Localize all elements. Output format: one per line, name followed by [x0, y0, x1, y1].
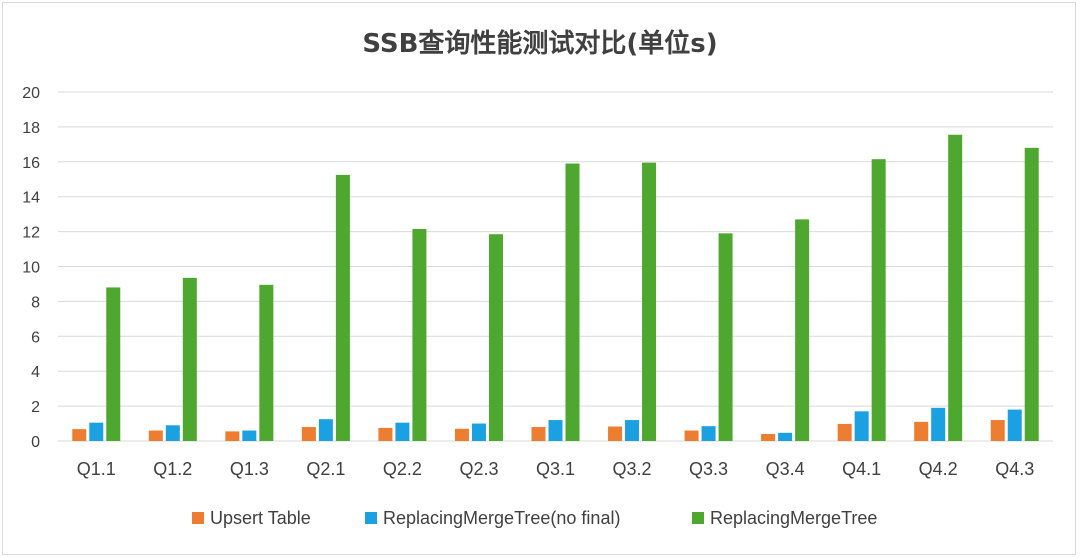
- bar: [106, 287, 121, 441]
- bars: [72, 134, 1039, 442]
- y-tick-label: 18: [22, 120, 40, 137]
- bar: [301, 427, 316, 441]
- x-tick-label: Q4.1: [842, 459, 881, 479]
- bar: [72, 429, 87, 441]
- bar: [378, 427, 393, 441]
- bar: [148, 430, 163, 441]
- y-tick-label: 8: [31, 294, 40, 311]
- bar: [318, 419, 333, 441]
- bar: [778, 432, 793, 441]
- bar: [225, 431, 240, 441]
- y-tick-label: 0: [31, 434, 40, 451]
- bar: [914, 421, 929, 441]
- legend-label: ReplacingMergeTree: [710, 508, 877, 528]
- bar: [548, 420, 563, 441]
- bar: [871, 159, 886, 441]
- x-tick-label: Q1.3: [230, 459, 269, 479]
- x-axis-ticks: Q1.1 Q1.2 Q1.3 Q2.1 Q2.2 Q2.3 Q3.1 Q3.2 Q3.3 Q3.4…: [77, 459, 1034, 479]
- y-tick-label: 2: [31, 399, 40, 416]
- y-axis-ticks: 0 2 4 6 8 10 12 14 16 18 20: [22, 85, 40, 451]
- bar: [931, 407, 946, 441]
- x-tick-label: Q2.3: [459, 459, 498, 479]
- bar: [488, 234, 503, 441]
- bar: [761, 434, 776, 441]
- bar: [89, 422, 104, 441]
- legend-swatch: [692, 512, 704, 524]
- bar: [471, 423, 486, 441]
- bar: [454, 428, 469, 441]
- x-tick-label: Q3.1: [536, 459, 575, 479]
- legend-label: Upsert Table: [210, 508, 311, 528]
- bar: [1007, 409, 1022, 441]
- bar: [718, 233, 733, 441]
- y-tick-label: 20: [22, 85, 40, 102]
- bar: [335, 174, 350, 441]
- legend-swatch: [365, 512, 377, 524]
- x-tick-label: Q4.2: [919, 459, 958, 479]
- y-tick-label: 12: [22, 225, 40, 242]
- bar: [412, 228, 427, 441]
- bar: [608, 426, 623, 441]
- bar: [395, 422, 410, 441]
- bar: [837, 423, 852, 441]
- y-tick-label: 6: [31, 329, 40, 346]
- x-tick-label: Q2.1: [306, 459, 345, 479]
- legend-label: ReplacingMergeTree(no final): [383, 508, 620, 528]
- bar: [242, 430, 257, 441]
- bar: [948, 134, 963, 441]
- bar: [165, 425, 180, 441]
- legend: Upsert Table ReplacingMergeTree(no final)…: [192, 508, 877, 528]
- bar: [182, 277, 197, 441]
- x-tick-label: Q3.4: [766, 459, 805, 479]
- x-tick-label: Q4.3: [995, 459, 1034, 479]
- x-tick-label: Q3.3: [689, 459, 728, 479]
- y-tick-label: 4: [31, 364, 40, 381]
- bar: [1024, 147, 1039, 441]
- y-tick-label: 16: [22, 155, 40, 172]
- bar: [854, 411, 869, 441]
- x-tick-label: Q3.2: [613, 459, 652, 479]
- y-tick-label: 14: [22, 190, 40, 207]
- x-tick-label: Q2.2: [383, 459, 422, 479]
- bar: [565, 163, 580, 442]
- x-tick-label: Q1.2: [153, 459, 192, 479]
- y-tick-label: 10: [22, 260, 40, 277]
- bar: [701, 426, 716, 441]
- chart-title: SSB查询性能测试对比(单位s): [362, 28, 717, 59]
- bar: [795, 219, 810, 441]
- bar: [990, 420, 1005, 441]
- gridlines: [58, 91, 1053, 442]
- bar: [625, 420, 640, 441]
- bar: [684, 430, 699, 441]
- bar: [531, 427, 546, 441]
- legend-swatch: [192, 512, 204, 524]
- bar: [642, 162, 657, 442]
- bar: [259, 284, 274, 441]
- x-tick-label: Q1.1: [77, 459, 116, 479]
